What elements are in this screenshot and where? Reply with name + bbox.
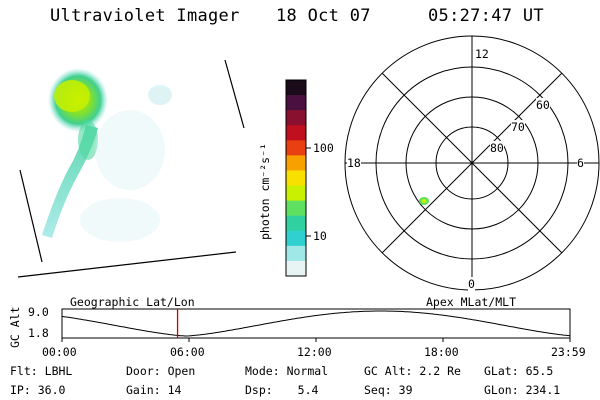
polar-meridian-diag2 — [381, 72, 563, 254]
info-mode-label: Mode: — [245, 364, 280, 378]
observation-time: 05:27:47 UT — [428, 6, 544, 26]
orbit-x-tick-2: 12:00 — [297, 345, 332, 359]
info-mode-value: Normal — [286, 364, 329, 378]
info-flt-label: Flt: — [10, 364, 38, 378]
polar-label-mlt-18: 18 — [347, 156, 361, 170]
colorbar-band — [286, 200, 306, 217]
colorbar-band — [286, 155, 306, 171]
info-ip-value: 36.0 — [37, 383, 66, 397]
info-glon-value: 234.1 — [525, 383, 561, 397]
polar-label-lat-70: 70 — [511, 120, 525, 134]
colorbar-band — [286, 230, 306, 247]
orbit-x-tick-3: 18:00 — [424, 345, 459, 359]
polar-aurora-core — [421, 199, 427, 203]
colorbar-band — [286, 170, 306, 187]
info-door: Door: Open — [126, 364, 195, 378]
info-ip-label: IP: — [10, 383, 31, 397]
polar-label-lat-80: 80 — [490, 141, 504, 155]
orbit-y-tick-max: 9.0 — [28, 305, 49, 319]
colorbar-tick-label-100: 100 — [313, 141, 334, 155]
colorbar-band — [286, 80, 306, 96]
info-glon: GLon: 234.1 — [484, 383, 560, 397]
colorbar-band — [286, 140, 306, 156]
info-seq: Seq: 39 — [364, 383, 413, 397]
info-gain-value: 14 — [167, 383, 182, 397]
image-edge-bottom — [17, 251, 237, 278]
orbit-x-tick-1: 06:00 — [170, 345, 205, 359]
info-gcalt: GC Alt: 2.2 Re — [364, 364, 461, 378]
image-edge-right — [224, 59, 245, 129]
orbit-right-caption: Apex MLat/MLT — [426, 295, 517, 309]
info-dsp-label: Dsp: — [245, 383, 273, 397]
info-gcalt-label: GC Alt: — [364, 364, 413, 378]
orbit-x-tick-0: 00:00 — [42, 345, 77, 359]
info-door-label: Door: — [126, 364, 161, 378]
image-edge-left — [19, 169, 43, 263]
info-mode: Mode: Normal — [245, 364, 328, 378]
info-glat: GLat: 65.5 — [484, 364, 553, 378]
orbit-left-caption: Geographic Lat/Lon — [70, 295, 195, 309]
info-dsp: Dsp: 5.4 — [245, 383, 318, 397]
colorbar-band — [286, 125, 306, 141]
info-gain-label: Gain: — [126, 383, 161, 397]
info-glat-label: GLat: — [484, 364, 519, 378]
polar-label-lat-60: 60 — [536, 98, 550, 112]
colorbar-band — [286, 215, 306, 232]
info-dsp-value: 5.4 — [297, 383, 319, 397]
colorbar-band — [286, 185, 306, 202]
polar-label-mlt-12: 12 — [475, 47, 489, 61]
polar-label-mlt-0: 0 — [468, 277, 475, 291]
colorbar-band — [286, 260, 306, 277]
colorbar-band — [286, 95, 306, 111]
info-glat-value: 65.5 — [525, 364, 554, 378]
aurora-emission — [42, 68, 172, 242]
info-flt: Flt: LBHL — [10, 364, 72, 378]
observation-date: 18 Oct 07 — [276, 6, 371, 26]
info-seq-label: Seq: — [364, 383, 392, 397]
colorbar-frame — [285, 79, 307, 277]
colorbar-band — [286, 245, 306, 262]
orbit-altitude-curve — [61, 310, 571, 337]
orbit-y-tick-min: 1.8 — [28, 326, 49, 340]
instrument-title: Ultraviolet Imager — [50, 6, 240, 26]
colorbar-tick-label-10: 10 — [313, 229, 327, 243]
info-gcalt-value: 2.2 Re — [419, 364, 461, 378]
orbit-x-tick-4: 23:59 — [551, 345, 586, 359]
info-flt-value: LBHL — [44, 364, 73, 378]
colorbar-band — [286, 110, 306, 126]
info-glon-label: GLon: — [484, 383, 519, 397]
info-door-value: Open — [167, 364, 196, 378]
info-ip: IP: 36.0 — [10, 383, 65, 397]
info-gain: Gain: 14 — [126, 383, 181, 397]
polar-label-mlt-6: 6 — [577, 156, 584, 170]
info-seq-value: 39 — [398, 383, 413, 397]
